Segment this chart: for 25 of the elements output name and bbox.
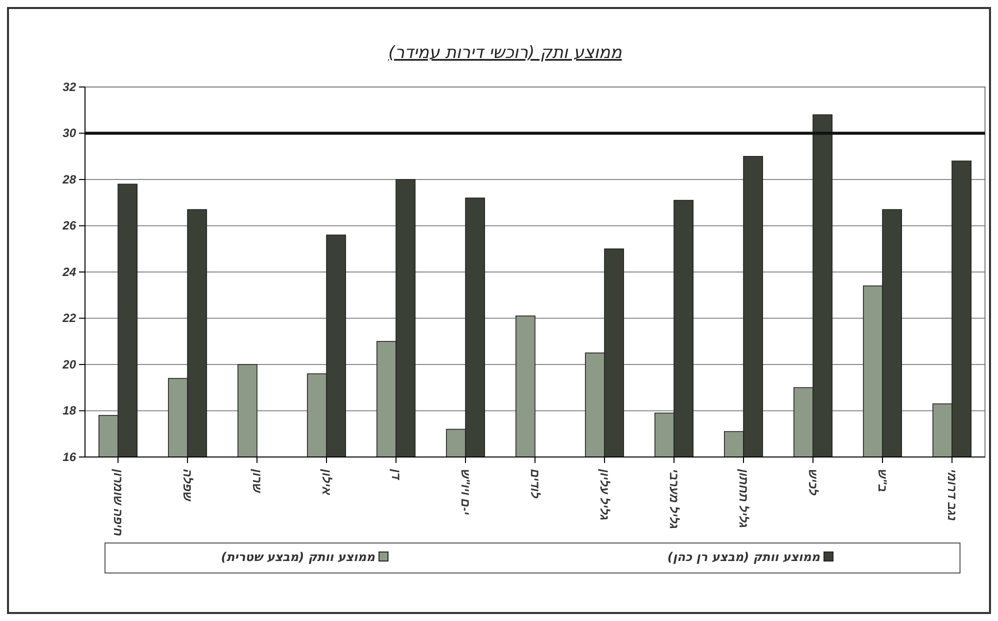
y-tick-label: 18 <box>62 404 76 418</box>
y-tick-label: 32 <box>62 80 76 94</box>
y-tick-label: 30 <box>62 126 76 140</box>
x-tick-label: ב"ש <box>875 469 890 492</box>
x-tick-label: נגב דרומי <box>944 469 959 521</box>
y-tick-label: 16 <box>62 450 76 464</box>
x-tick-label: חיפה שומרון <box>110 468 125 536</box>
x-tick-label: לכיש <box>806 469 820 496</box>
y-tick-label: 24 <box>62 264 76 279</box>
x-tick-label: דן <box>388 468 403 481</box>
x-tick-label: י-ם ויו"ש <box>458 469 472 516</box>
x-tick-label: גליל תחתון <box>736 468 750 528</box>
chart-title: ממוצע ותק (רוכשי דירות עמידר) <box>388 43 622 63</box>
y-tick-label: 28 <box>62 172 76 186</box>
y-tick-label: 22 <box>62 311 76 326</box>
x-tick-label: גליל עליון <box>597 468 612 520</box>
x-tick-label: גליל מערבי <box>666 469 681 530</box>
x-tick-label: לודים <box>528 469 542 499</box>
y-tick-label: 20 <box>62 357 76 372</box>
legend-label: ממוצע וותק (מבצע רן כהן) <box>667 550 820 564</box>
legend-label: ממוצע וותק (מבצע שטרית) <box>220 550 376 564</box>
y-tick-label: 26 <box>62 218 76 233</box>
x-tick-label: שפלה <box>180 469 194 503</box>
x-tick-label: שרון <box>250 468 264 494</box>
x-tick-label: אילון <box>319 468 334 496</box>
